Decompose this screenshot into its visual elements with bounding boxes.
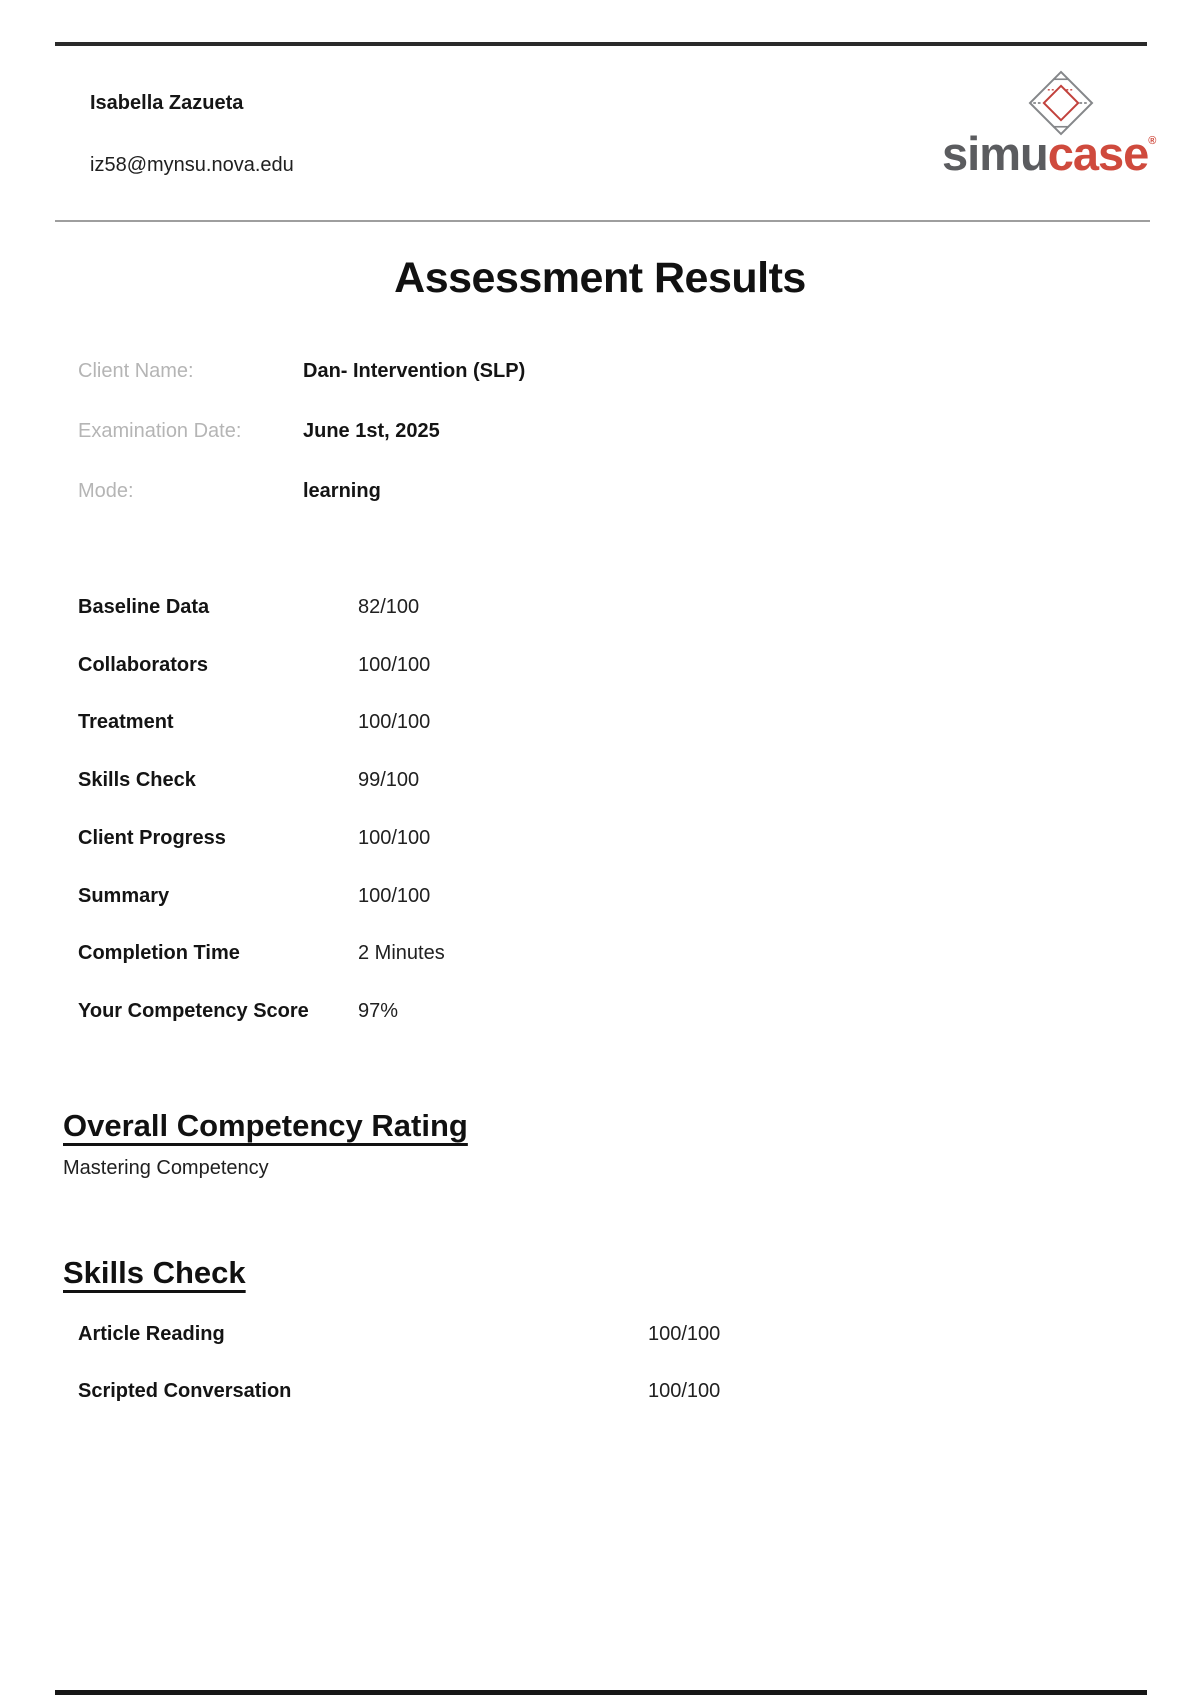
- score-row-summary: Summary 100/100: [78, 882, 1138, 910]
- score-value: 100/100: [358, 654, 431, 676]
- user-name: Isabella Zazueta: [90, 92, 244, 114]
- info-label: Client Name:: [78, 360, 194, 382]
- score-row-collaborators: Collaborators 100/100: [78, 651, 1138, 679]
- info-label: Examination Date:: [78, 420, 242, 442]
- bottom-rule: [55, 1690, 1147, 1695]
- score-row-treatment: Treatment 100/100: [78, 708, 1138, 736]
- score-label: Collaborators: [78, 654, 209, 676]
- simucase-diamond-icon: [1028, 70, 1094, 136]
- score-row-competency-score: Your Competency Score 97%: [78, 997, 1138, 1025]
- score-value: 82/100: [358, 596, 420, 618]
- score-row-client-progress: Client Progress 100/100: [78, 824, 1138, 852]
- info-value: Dan- Intervention (SLP): [303, 360, 526, 382]
- skill-value: 100/100: [648, 1323, 721, 1345]
- score-row-skills-check: Skills Check 99/100: [78, 766, 1138, 794]
- simucase-logo: simucase®: [940, 68, 1170, 188]
- header-divider: [55, 220, 1150, 222]
- skill-row-scripted-conversation: Scripted Conversation 100/100: [78, 1377, 1138, 1405]
- user-email: iz58@mynsu.nova.edu: [90, 154, 294, 176]
- score-label: Baseline Data: [78, 596, 210, 618]
- wordmark-case: case: [1047, 127, 1150, 180]
- score-label: Summary: [78, 885, 170, 907]
- top-rule: [55, 42, 1147, 46]
- info-row-client-name: Client Name: Dan- Intervention (SLP): [78, 357, 1138, 385]
- wordmark-simu: simu: [942, 127, 1049, 180]
- skills-check-heading: Skills Check: [63, 1255, 246, 1290]
- score-value: 100/100: [358, 711, 431, 733]
- score-value: 100/100: [358, 885, 431, 907]
- skill-label: Article Reading: [78, 1323, 225, 1345]
- score-value: 97%: [358, 1000, 399, 1022]
- score-row-baseline-data: Baseline Data 82/100: [78, 593, 1138, 621]
- simucase-wordmark: simucase®: [942, 130, 1156, 177]
- score-value: 99/100: [358, 769, 420, 791]
- score-value: 100/100: [358, 827, 431, 849]
- overall-competency-rating-value: Mastering Competency: [63, 1157, 269, 1179]
- info-label: Mode:: [78, 480, 134, 502]
- trademark-symbol: ®: [1148, 135, 1157, 147]
- score-label: Skills Check: [78, 769, 196, 791]
- skill-value: 100/100: [648, 1380, 721, 1402]
- skill-row-article-reading: Article Reading 100/100: [78, 1320, 1138, 1348]
- score-label: Client Progress: [78, 827, 226, 849]
- info-row-exam-date: Examination Date: June 1st, 2025: [78, 417, 1138, 445]
- score-label: Your Competency Score: [78, 1000, 309, 1022]
- info-row-mode: Mode: learning: [78, 477, 1138, 505]
- info-value: June 1st, 2025: [303, 420, 440, 442]
- skill-label: Scripted Conversation: [78, 1380, 292, 1402]
- overall-competency-heading: Overall Competency Rating: [63, 1108, 468, 1143]
- page-title: Assessment Results: [394, 254, 806, 302]
- score-label: Treatment: [78, 711, 174, 733]
- score-row-completion-time: Completion Time 2 Minutes: [78, 939, 1138, 967]
- score-label: Completion Time: [78, 942, 240, 964]
- score-value: 2 Minutes: [358, 942, 445, 964]
- info-value: learning: [303, 480, 381, 502]
